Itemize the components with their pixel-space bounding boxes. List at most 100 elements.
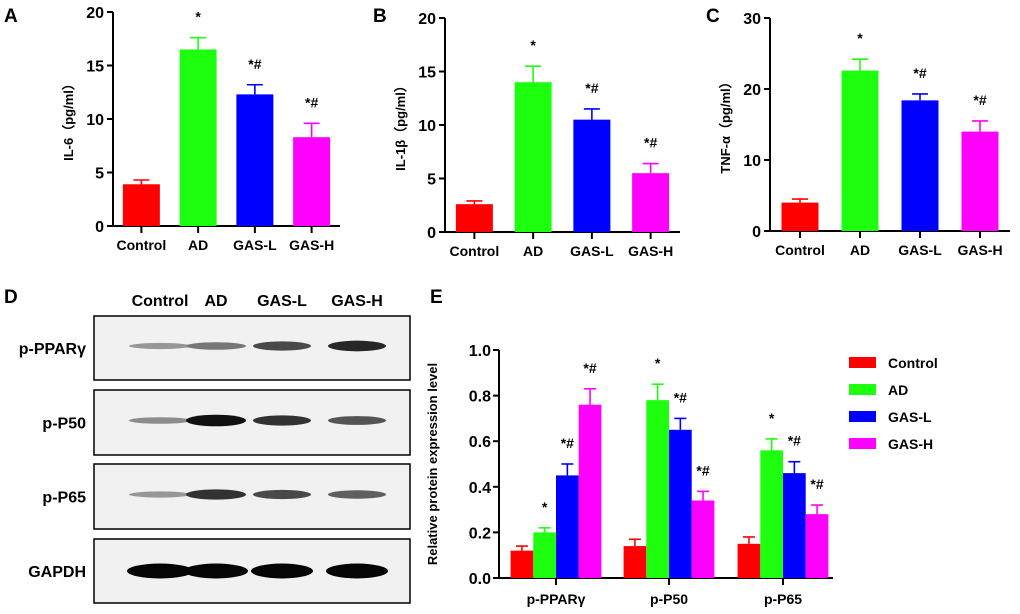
- y-tick-label: 0.8: [469, 389, 491, 406]
- bar-ad: [760, 450, 783, 578]
- x-tick-label: GAS-H: [628, 243, 673, 259]
- x-tick-label: AD: [188, 237, 208, 253]
- bar-gas-h: [293, 137, 331, 226]
- significance-marker: *: [542, 499, 548, 515]
- blot-row-label: p-P65: [42, 490, 86, 507]
- y-tick-label: 20: [743, 82, 761, 99]
- significance-marker: *: [769, 410, 775, 426]
- y-tick-label: 20: [86, 5, 104, 22]
- y-tick-label: 0.2: [469, 525, 491, 542]
- blot-band: [186, 342, 246, 350]
- significance-marker: *#: [561, 435, 574, 451]
- x-tick-label: GAS-L: [233, 237, 277, 253]
- bar-gas-h: [578, 404, 602, 578]
- blot-band: [328, 340, 386, 352]
- blot-band: [186, 414, 246, 427]
- blot-band: [328, 416, 386, 425]
- bar-gas-l: [556, 475, 579, 578]
- bar-gas-l: [669, 429, 692, 578]
- y-axis-label: IL-6（pg/ml）: [61, 77, 76, 161]
- chart-protein-expression: 0.0 0.2 0.4 0.6 0.8 1.0 Relative protein expre…: [425, 343, 938, 607]
- chart-tnfa: 0 10 20 30 TNF-α（pg/ml） Control AD * GAS-L *# GAS-…: [718, 11, 1010, 258]
- y-tick-label: 1.0: [469, 343, 491, 360]
- legend-swatch-ad: [849, 384, 876, 395]
- significance-marker: *#: [585, 80, 598, 96]
- significance-marker: *: [195, 9, 201, 25]
- significance-marker: *#: [913, 65, 926, 81]
- y-tick-label: 5: [427, 172, 436, 189]
- lane-label: AD: [204, 293, 227, 310]
- blot-band: [127, 563, 193, 579]
- y-tick-label: 10: [86, 112, 104, 129]
- y-tick-label: 20: [418, 11, 436, 28]
- bar-control: [510, 550, 534, 578]
- bar-gas-h: [632, 173, 670, 232]
- panel-label-c: C: [706, 6, 720, 27]
- significance-marker: *#: [696, 462, 709, 478]
- y-tick-label: 0: [427, 225, 436, 242]
- blot-band: [253, 341, 311, 351]
- x-tick-label: GAS-H: [957, 242, 1002, 258]
- y-tick-label: 0.0: [469, 571, 491, 588]
- western-blot: Control AD GAS-L GAS-H p-PPARγ p-P50 p-P65 GAPD…: [19, 293, 411, 604]
- bar-control: [122, 184, 160, 226]
- y-tick-label: 10: [743, 153, 761, 170]
- bar-gas-h: [805, 514, 829, 578]
- y-axis-label: IL-1β（pg/ml）: [393, 79, 408, 171]
- blot-band: [129, 491, 191, 498]
- y-tick-label: 5: [95, 166, 104, 183]
- significance-marker: *#: [674, 389, 687, 405]
- x-tick-label: p-P50: [650, 591, 688, 607]
- bar-gas-h: [691, 500, 715, 578]
- panel-label-a: A: [4, 6, 18, 27]
- y-axis-label: TNF-α（pg/ml）: [718, 75, 733, 173]
- bar-gas-l: [573, 119, 611, 232]
- lane-label: GAS-L: [257, 293, 307, 310]
- blot-band: [253, 489, 311, 500]
- x-tick-label: Control: [775, 242, 825, 258]
- bar-control: [623, 546, 647, 578]
- panel-label-e: E: [430, 287, 443, 308]
- x-tick-label: p-P65: [764, 591, 802, 607]
- significance-marker: *#: [973, 92, 986, 108]
- y-tick-label: 30: [743, 11, 761, 28]
- legend-swatch-control: [849, 357, 876, 368]
- significance-marker: *#: [644, 135, 657, 151]
- x-tick-label: AD: [850, 242, 870, 258]
- blot-band: [129, 342, 191, 350]
- x-tick-label: Control: [116, 237, 166, 253]
- legend-label: Control: [888, 355, 938, 371]
- bar-control: [737, 543, 761, 578]
- blot-band: [129, 417, 191, 424]
- bar-control: [781, 202, 819, 231]
- chart-il6: 0 5 10 15 20 IL-6（pg/ml） Control AD * GAS-L *# GAS-…: [61, 5, 340, 253]
- significance-marker: *#: [810, 476, 823, 492]
- blot-band: [251, 563, 313, 579]
- x-tick-label: AD: [523, 243, 543, 259]
- y-tick-label: 0: [95, 219, 104, 236]
- significance-marker: *#: [583, 360, 596, 376]
- x-tick-label: p-PPARγ: [527, 591, 586, 607]
- legend-label: GAS-H: [888, 436, 933, 452]
- y-tick-label: 15: [86, 59, 104, 76]
- significance-marker: *#: [248, 56, 261, 72]
- panel-label-b: B: [373, 6, 387, 27]
- blot-row-label: p-PPARγ: [19, 341, 86, 358]
- x-tick-label: GAS-L: [570, 243, 614, 259]
- bar-ad: [514, 82, 552, 232]
- y-tick-label: 10: [418, 118, 436, 135]
- blot-band: [328, 490, 386, 499]
- blot-band: [184, 563, 248, 579]
- lane-label: GAS-H: [331, 293, 383, 310]
- y-axis-label: Relative protein expression level: [425, 363, 440, 565]
- y-tick-label: 0.6: [469, 434, 491, 451]
- bar-gas-l: [901, 100, 939, 231]
- bar-ad: [179, 49, 217, 227]
- legend-label: AD: [888, 382, 908, 398]
- bar-ad: [533, 532, 556, 578]
- lane-label: Control: [132, 293, 189, 310]
- significance-marker: *: [530, 37, 536, 53]
- bar-gas-l: [236, 94, 274, 226]
- blot-band: [186, 489, 246, 500]
